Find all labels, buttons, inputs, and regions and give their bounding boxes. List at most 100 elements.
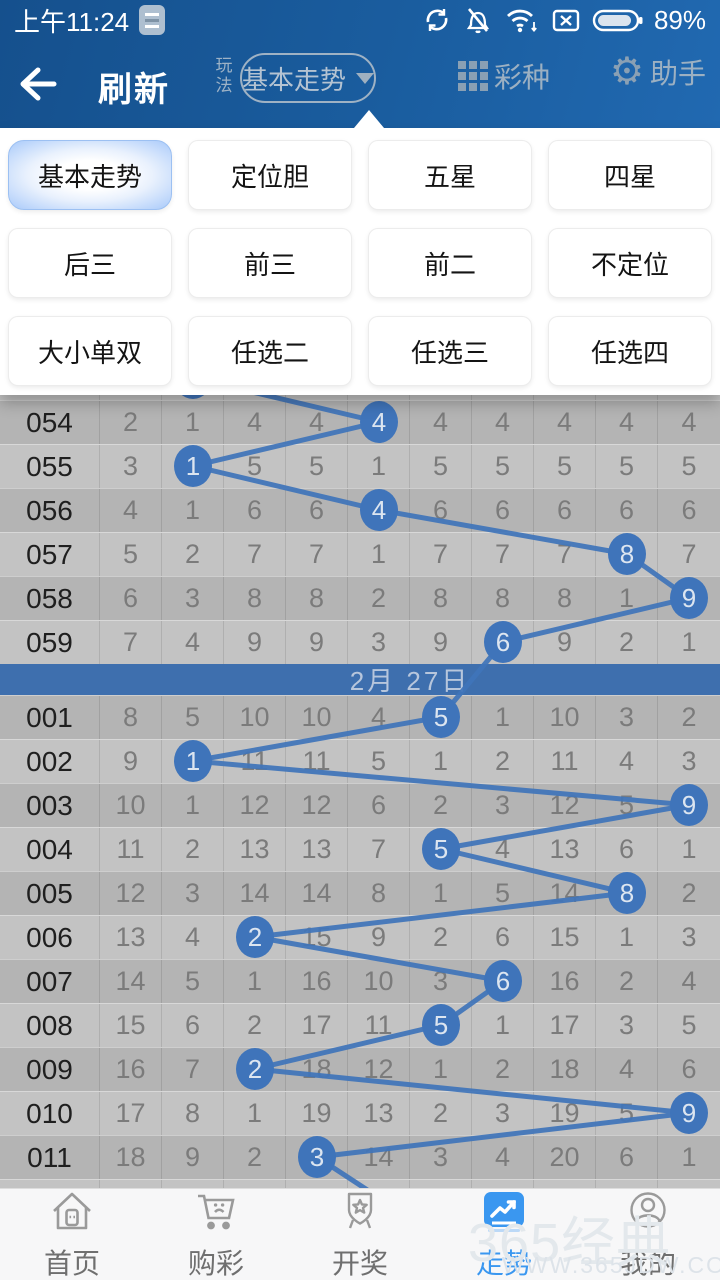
omission-cell: 4: [681, 407, 697, 437]
omission-cell: 1: [348, 533, 410, 576]
omission-cell: 1: [162, 784, 224, 827]
sync-icon: [426, 9, 448, 31]
home-icon: [47, 1187, 97, 1240]
table-row: 002 9 11 11 5 1 2 11 4 3: [0, 739, 720, 783]
omission-cell: 4: [162, 916, 224, 959]
back-button[interactable]: [16, 64, 60, 104]
omission-cell: 12: [534, 784, 596, 827]
nav-item-user[interactable]: 我的: [576, 1189, 720, 1280]
omission-cell: 13: [100, 916, 162, 959]
play-option[interactable]: 前三: [188, 228, 352, 298]
battery-icon: [592, 9, 643, 32]
play-option[interactable]: 任选三: [368, 316, 532, 386]
play-type-selector[interactable]: 基本走势: [240, 53, 376, 103]
omission-cell: 6: [162, 1004, 224, 1047]
nav-bar: 刷新 玩 法 基本走势 彩种 ⚙ 助手: [0, 40, 720, 128]
omission-cell: 7: [472, 533, 534, 576]
omission-cell: 14: [100, 960, 162, 1003]
omission-cell: 2: [410, 1092, 472, 1135]
refresh-button[interactable]: 刷新: [98, 71, 170, 109]
omission-cell: 3: [596, 1004, 658, 1047]
omission-cell: 6: [224, 489, 286, 532]
play-option[interactable]: 后三: [8, 228, 172, 298]
omission-cell: 1: [162, 489, 224, 532]
award-icon: [335, 1187, 385, 1240]
omission-cell: 9: [286, 621, 348, 664]
omission-cell: [658, 577, 720, 620]
lottery-type-button[interactable]: 彩种: [458, 56, 550, 96]
omission-cell: 5: [100, 533, 162, 576]
omission-cell: 2: [348, 577, 410, 620]
period-cell: 003: [0, 784, 100, 827]
wifi-icon: [506, 9, 537, 33]
omission-cell: 3: [162, 577, 224, 620]
play-option[interactable]: 任选二: [188, 316, 352, 386]
omission-cell: 7: [348, 828, 410, 871]
omission-cell: [410, 828, 472, 871]
battery-percent: 89%: [653, 4, 706, 35]
period-cell: 001: [0, 696, 100, 739]
omission-cell: 9: [534, 621, 596, 664]
status-icons: 89%: [422, 5, 706, 36]
omission-cell: 18: [534, 1048, 596, 1091]
period-cell: 055: [0, 445, 100, 488]
omission-cell: 9: [348, 916, 410, 959]
omission-cell: 9: [162, 1136, 224, 1179]
omission-cell: 19: [286, 1092, 348, 1135]
omission-cell: 17: [100, 1092, 162, 1135]
omission-cell: 4: [596, 740, 658, 783]
omission-cell: [224, 916, 286, 959]
omission-cell: 6: [410, 489, 472, 532]
omission-cell: 9: [224, 621, 286, 664]
omission-cell: [162, 740, 224, 783]
play-option[interactable]: 大小单双: [8, 316, 172, 386]
omission-cell: 6: [681, 1054, 697, 1084]
play-option[interactable]: 基本走势: [8, 140, 172, 210]
omission-cell: 4: [472, 1136, 534, 1179]
play-option[interactable]: 任选四: [548, 316, 712, 386]
nav-item-cart[interactable]: 购彩: [144, 1189, 288, 1280]
notes-badge-icon: [139, 5, 166, 35]
omission-cell: 4: [681, 966, 697, 996]
omission-cell: 1: [162, 401, 224, 444]
omission-cell: 6: [534, 489, 596, 532]
omission-cell: 13: [348, 1092, 410, 1135]
nav-item-award[interactable]: 开奖: [288, 1189, 432, 1280]
omission-cell: [472, 960, 534, 1003]
period-cell: 011: [0, 1136, 100, 1179]
play-option[interactable]: 五星: [368, 140, 532, 210]
omission-cell: 4: [162, 621, 224, 664]
play-option[interactable]: 定位胆: [188, 140, 352, 210]
omission-cell: [410, 696, 472, 739]
omission-cell: 12: [286, 784, 348, 827]
omission-cell: 4: [472, 401, 534, 444]
omission-cell: 8: [286, 577, 348, 620]
period-cell: 002: [0, 740, 100, 783]
omission-cell: 2: [100, 401, 162, 444]
play-type-value: 基本走势: [242, 64, 347, 95]
omission-cell: 2: [162, 533, 224, 576]
table-row: 011 18 9 2 14 3 4 20 6 1: [0, 1135, 720, 1179]
omission-cell: 6: [596, 1136, 658, 1179]
omission-cell: 10: [348, 960, 410, 1003]
play-option[interactable]: 不定位: [548, 228, 712, 298]
omission-cell: 7: [162, 1048, 224, 1091]
omission-cell: [162, 445, 224, 488]
omission-cell: 4: [472, 828, 534, 871]
status-time: 上午11:24: [14, 6, 130, 37]
nav-item-trend[interactable]: 走势: [432, 1189, 576, 1280]
play-option[interactable]: 四星: [548, 140, 712, 210]
omission-cell: 11: [224, 740, 286, 783]
omission-cell: 1: [472, 696, 534, 739]
omission-cell: 11: [348, 1004, 410, 1047]
assistant-button[interactable]: ⚙ 助手: [609, 51, 706, 93]
table-row: 009 16 7 18 12 1 2 18 4 6: [0, 1047, 720, 1091]
omission-cell: 10: [224, 696, 286, 739]
nav-item-home[interactable]: 首页: [0, 1189, 144, 1280]
play-option[interactable]: 前二: [368, 228, 532, 298]
period-cell: 009: [0, 1048, 100, 1091]
omission-cell: [224, 1048, 286, 1091]
omission-cell: 1: [596, 577, 658, 620]
omission-cell: [348, 489, 410, 532]
